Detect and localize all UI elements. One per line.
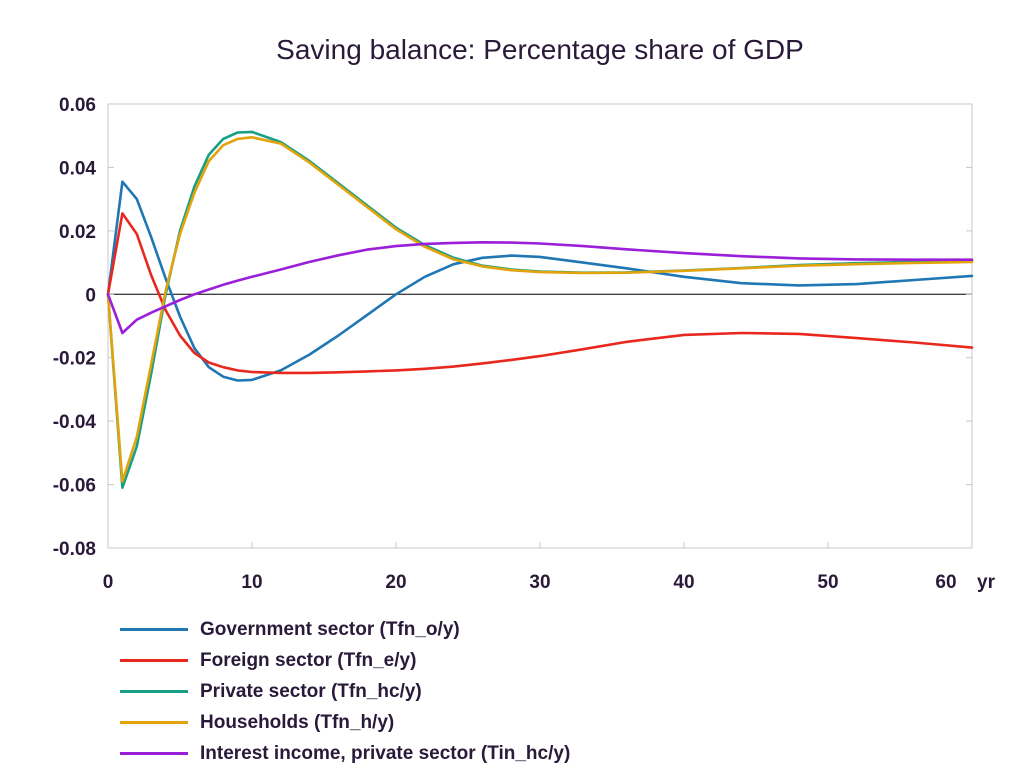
y-tick-label: -0.08 xyxy=(53,539,96,560)
y-tick-label: -0.02 xyxy=(53,349,96,370)
y-tick-label: 0.02 xyxy=(59,222,96,243)
x-unit-label: yr xyxy=(977,572,996,593)
y-tick-label: 0 xyxy=(85,285,96,306)
x-tick-label: 30 xyxy=(529,572,550,593)
y-tick-label: 0.06 xyxy=(59,95,96,116)
x-tick-label: 20 xyxy=(385,572,406,593)
legend-swatch xyxy=(120,659,188,662)
legend-item: Foreign sector (Tfn_e/y) xyxy=(120,645,570,676)
x-tick-label: 0 xyxy=(103,572,114,593)
series-line-1 xyxy=(106,180,974,382)
legend-label: Foreign sector (Tfn_e/y) xyxy=(200,649,417,671)
x-tick-label: 60 xyxy=(935,572,956,593)
legend-item: Households (Tfn_h/y) xyxy=(120,707,570,738)
series-line-4 xyxy=(106,136,974,483)
series-line-2 xyxy=(106,212,974,375)
series-line-3 xyxy=(106,130,974,490)
legend-swatch xyxy=(120,690,188,693)
x-tick-label: 50 xyxy=(817,572,838,593)
legend: Government sector (Tfn_o/y) Foreign secto… xyxy=(120,614,570,769)
series-group xyxy=(106,130,974,490)
y-tick-label: -0.06 xyxy=(53,476,96,497)
legend-swatch xyxy=(120,721,188,724)
line-chart: -0.08 -0.06 -0.04 -0.02 0 0.02 0.04 0.06 0 10 20 30… xyxy=(53,95,996,593)
legend-label: Interest income, private sector (Tin_hc/… xyxy=(200,742,571,764)
chart-title: Saving balance: Percentage share of GDP xyxy=(276,34,804,65)
legend-label: Government sector (Tfn_o/y) xyxy=(200,618,460,640)
series-line-5 xyxy=(106,241,974,335)
ticks-group: -0.08 -0.06 -0.04 -0.02 0 0.02 0.04 0.06 0 10 20 30… xyxy=(53,95,996,593)
y-tick-label: 0.04 xyxy=(59,158,96,179)
x-tick-label: 10 xyxy=(241,572,262,593)
legend-item: Interest income, private sector (Tin_hc/… xyxy=(120,738,570,769)
legend-swatch xyxy=(120,628,188,631)
legend-label: Households (Tfn_h/y) xyxy=(200,711,395,733)
x-tick-label: 40 xyxy=(673,572,694,593)
legend-item: Government sector (Tfn_o/y) xyxy=(120,614,570,645)
legend-item: Private sector (Tfn_hc/y) xyxy=(120,676,570,707)
y-tick-label: -0.04 xyxy=(53,412,97,433)
legend-label: Private sector (Tfn_hc/y) xyxy=(200,680,422,702)
plot-frame xyxy=(107,103,973,549)
legend-swatch xyxy=(120,752,188,755)
